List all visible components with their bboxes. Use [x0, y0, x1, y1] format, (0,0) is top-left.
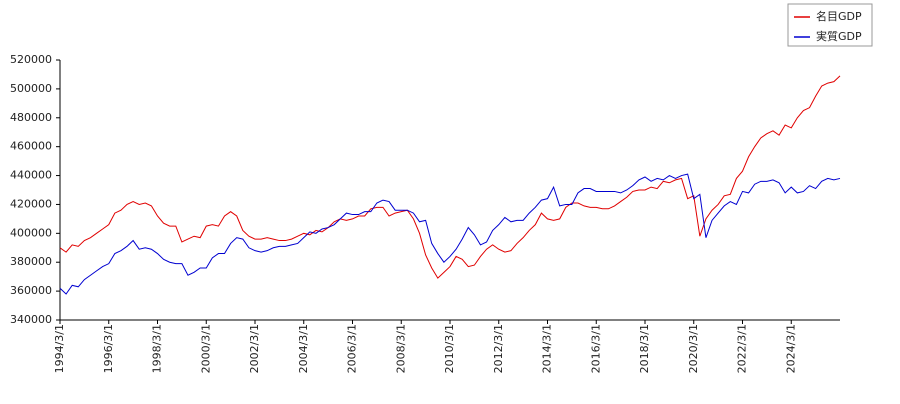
y-tick-label: 360000: [10, 284, 52, 297]
y-tick-label: 480000: [10, 111, 52, 124]
legend-box: [787, 3, 873, 47]
legend-label: 実質GDP: [816, 29, 862, 43]
x-tick-label: 2018/3/1: [638, 324, 651, 373]
y-tick-label: 380000: [10, 255, 52, 268]
x-tick-label: 1994/3/1: [53, 324, 66, 373]
x-tick-label: 2014/3/1: [541, 324, 554, 373]
line-series: [59, 173, 841, 295]
x-tick-label: 1998/3/1: [151, 324, 164, 373]
x-tick-label: 2008/3/1: [394, 324, 407, 373]
legend-label: 名目GDP: [816, 9, 862, 23]
x-tick-label: 2000/3/1: [199, 324, 212, 373]
x-tick-label: 2016/3/1: [589, 324, 602, 373]
x-tick-label: 2020/3/1: [687, 324, 700, 373]
y-tick-label: 420000: [10, 197, 52, 210]
y-tick-label: 440000: [10, 169, 52, 182]
y-tick-label: 400000: [10, 226, 52, 239]
x-tick-label: 2002/3/1: [248, 324, 261, 373]
x-tick-label: 2006/3/1: [346, 324, 359, 373]
y-tick-label: 460000: [10, 140, 52, 153]
y-tick-label: 500000: [10, 82, 52, 95]
y-tick-label: 520000: [10, 53, 52, 66]
y-tick-label: 340000: [10, 313, 52, 326]
line-series: [59, 75, 841, 279]
x-tick-label: 2022/3/1: [736, 324, 749, 373]
x-tick-label: 2024/3/1: [784, 324, 797, 373]
x-tick-label: 2012/3/1: [492, 324, 505, 373]
x-tick-label: 2010/3/1: [443, 324, 456, 373]
x-tick-label: 1996/3/1: [102, 324, 115, 373]
x-tick-label: 2004/3/1: [297, 324, 310, 373]
